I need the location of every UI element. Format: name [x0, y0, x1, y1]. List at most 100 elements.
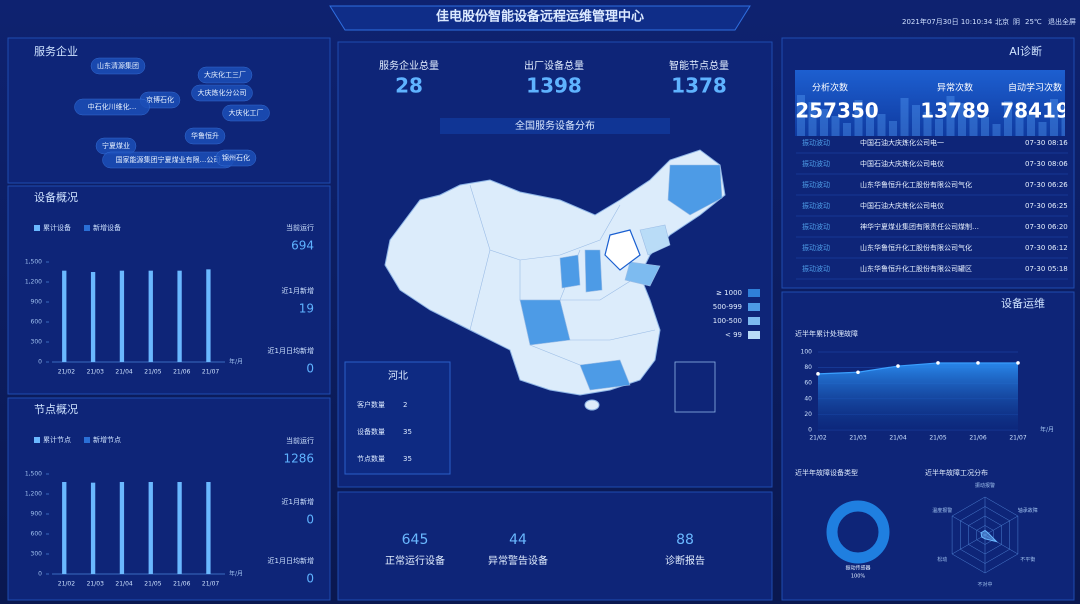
company-tag	[90, 57, 146, 75]
skyline	[900, 98, 909, 136]
exit-fullscreen[interactable]: 退出全屏	[1048, 17, 1076, 26]
point	[1016, 361, 1020, 365]
event-type: 振动波动	[802, 138, 830, 147]
y-tick-label: 100	[801, 349, 813, 356]
city: 北京	[995, 17, 1009, 26]
status-value: 44	[509, 532, 527, 548]
company-name: 中石化川维化...	[88, 102, 137, 111]
y-tick-label: 1,500	[25, 259, 42, 266]
stat-label: 当前运行	[286, 223, 314, 232]
legend-label: 累计设备	[43, 223, 71, 232]
skyline	[958, 103, 966, 136]
x-tick-label: 21/05	[929, 435, 946, 442]
stat-label: 近1月新增	[282, 286, 314, 295]
stat-label: 当前运行	[286, 436, 314, 445]
counter-value: 78419	[1000, 99, 1070, 123]
y-tick-label: 80	[804, 364, 812, 371]
legend-label: 累计节点	[43, 435, 71, 444]
y-tick-label: 40	[804, 395, 812, 402]
company-tag	[74, 98, 150, 116]
stat-value: 1286	[283, 452, 314, 466]
skyline	[969, 110, 978, 136]
x-tick-label: 21/06	[969, 435, 986, 442]
counter-label: 自动学习次数	[1008, 82, 1062, 94]
stat-value: 0	[306, 572, 314, 586]
bar	[148, 270, 153, 362]
event-company: 中国石油大庆炼化公司电仪	[860, 159, 944, 168]
y-tick-label: 900	[31, 299, 43, 306]
province	[519, 299, 571, 346]
event-time: 07-30 08:16	[1025, 139, 1068, 147]
province-stat-value: 35	[403, 455, 412, 463]
company-name: 山东清源集团	[97, 61, 139, 70]
status-label: 正常运行设备	[385, 554, 445, 567]
legend-swatch	[34, 225, 40, 231]
event-company: 中国石油大庆炼化公司电仪	[860, 201, 944, 210]
skyline	[912, 105, 920, 136]
china-map	[384, 149, 726, 411]
event-type: 振动波动	[802, 243, 830, 252]
company-name: 锦州石化	[222, 153, 250, 162]
x-tick-label: 21/05	[144, 369, 161, 376]
event-company: 山东华鲁恒升化工股份有限公司气化	[860, 243, 972, 252]
stat-value: 0	[306, 362, 314, 376]
event-type: 振动波动	[802, 180, 830, 189]
skyline	[935, 119, 943, 136]
company-name: 国家能源集团宁夏煤业有限...公司	[116, 155, 221, 164]
status-value: 88	[676, 532, 694, 548]
legend-label: 新增节点	[93, 435, 121, 444]
kpi-label: 服务企业总量	[379, 59, 439, 72]
bar	[62, 270, 67, 362]
bar	[177, 270, 182, 362]
x-tick-label: 21/07	[202, 581, 219, 588]
counter-label: 分析次数	[812, 82, 848, 94]
event-type: 振动波动	[802, 264, 830, 273]
point	[896, 364, 900, 368]
legend-swatch	[748, 289, 760, 297]
x-tick-label: 21/02	[58, 581, 75, 588]
bar	[148, 482, 153, 574]
counter-value: 1257350	[781, 99, 878, 123]
south-sea-inset	[674, 361, 716, 413]
y-tick-label: 300	[31, 551, 43, 558]
radar-axis	[951, 515, 986, 536]
x-tick-label: 21/02	[58, 369, 75, 376]
x-axis-label: 年/月	[229, 358, 243, 366]
province	[584, 399, 600, 411]
kpi-label: 智能节点总量	[669, 59, 729, 72]
radar-label: 松动	[937, 556, 947, 563]
skyline	[866, 107, 874, 136]
province-selected[interactable]	[604, 229, 641, 271]
skyline	[843, 123, 851, 136]
legend-label: 新增设备	[93, 223, 121, 232]
x-tick-label: 21/07	[202, 369, 219, 376]
radar-label: 不对中	[977, 581, 992, 588]
counter-value: 13789	[920, 99, 990, 123]
weather: 阴	[1013, 17, 1020, 26]
event-type: 振动波动	[802, 222, 830, 231]
point	[816, 372, 820, 376]
skyline	[820, 109, 828, 136]
counter-label: 异常次数	[937, 82, 973, 94]
legend-swatch	[748, 317, 760, 325]
stat-value: 694	[291, 239, 314, 253]
area	[818, 362, 1018, 430]
bar	[90, 272, 96, 362]
x-tick-label: 21/03	[87, 581, 104, 588]
skyline	[1038, 122, 1047, 136]
province	[584, 249, 603, 293]
company-name: 华鲁恒升	[191, 131, 219, 140]
panel-title: 服务企业	[34, 44, 78, 58]
company-name: 大庆化工厂	[229, 108, 264, 117]
province-stat-label: 节点数量	[357, 454, 385, 463]
province	[667, 164, 723, 216]
company-tag	[222, 104, 270, 122]
skyline	[1015, 108, 1024, 136]
event-company: 山东华鲁恒升化工股份有限公司罐区	[860, 264, 972, 273]
stat-label: 近1月新增	[282, 497, 314, 506]
y-tick-label: 300	[31, 339, 43, 346]
stat-label: 近1月日均新增	[268, 556, 314, 565]
event-time: 07-30 06:25	[1025, 202, 1068, 210]
radar-axis	[951, 534, 986, 555]
